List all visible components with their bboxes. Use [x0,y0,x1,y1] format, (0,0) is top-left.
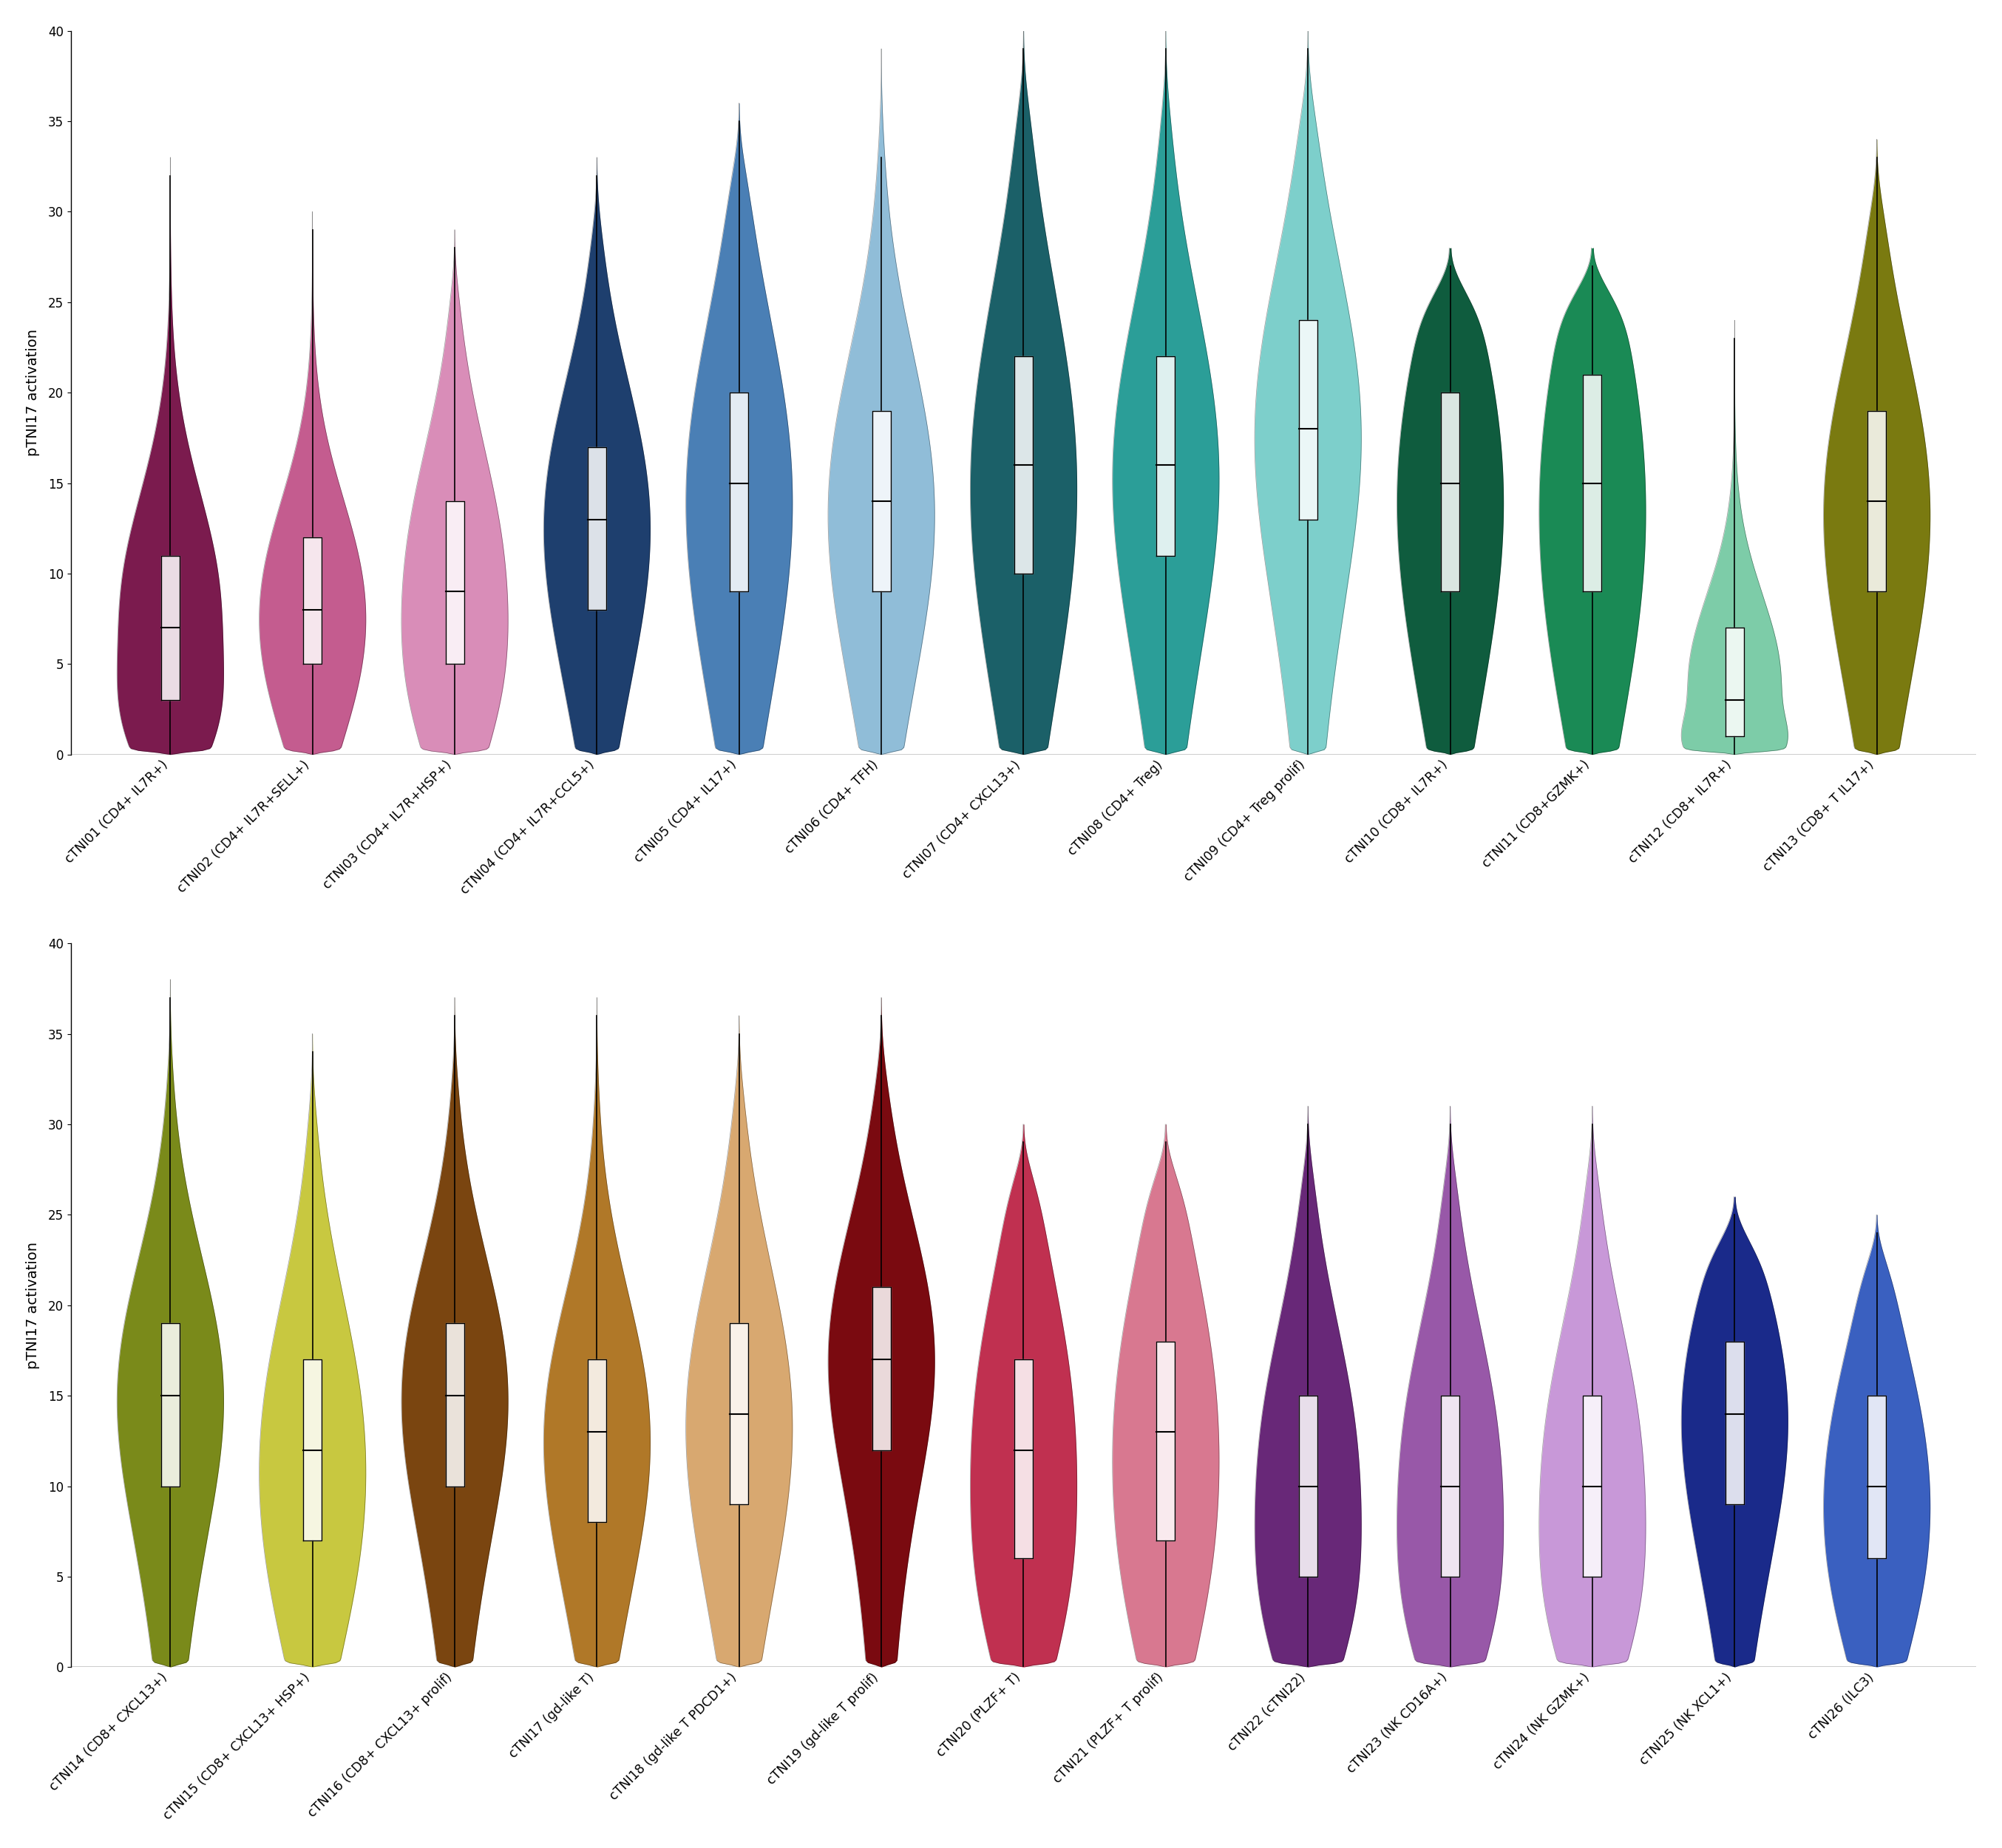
Y-axis label: pTNI17 activation: pTNI17 activation [26,329,40,456]
Polygon shape [1015,357,1033,573]
Polygon shape [589,1360,607,1523]
Polygon shape [160,1323,180,1486]
Polygon shape [1299,1395,1317,1576]
Polygon shape [1868,410,1886,591]
Polygon shape [302,538,322,663]
Polygon shape [1584,375,1602,591]
Polygon shape [1584,1395,1602,1576]
Polygon shape [1299,320,1317,519]
Polygon shape [731,1323,749,1504]
Polygon shape [873,1288,891,1451]
Polygon shape [1015,1360,1033,1558]
Polygon shape [1157,1342,1175,1541]
Y-axis label: pTNI17 activation: pTNI17 activation [26,1242,40,1369]
Polygon shape [1441,392,1459,591]
Polygon shape [446,501,464,663]
Polygon shape [1441,1395,1459,1576]
Polygon shape [302,1360,322,1541]
Polygon shape [1726,628,1744,737]
Polygon shape [873,410,891,591]
Polygon shape [446,1323,464,1486]
Polygon shape [1726,1342,1744,1504]
Polygon shape [589,447,607,610]
Polygon shape [1157,357,1175,556]
Polygon shape [160,556,180,700]
Polygon shape [1868,1395,1886,1558]
Polygon shape [731,392,749,591]
